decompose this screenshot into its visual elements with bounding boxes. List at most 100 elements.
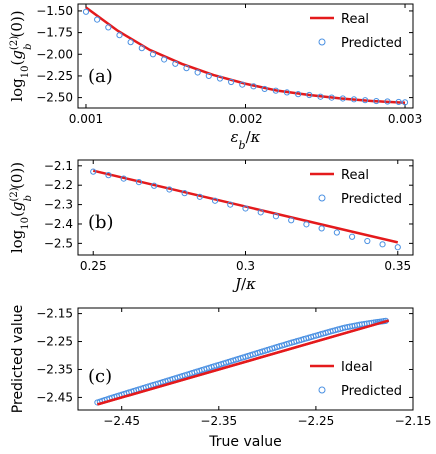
data-point: [239, 81, 246, 88]
data-point: [337, 325, 344, 332]
data-point: [161, 56, 168, 63]
data-point: [333, 229, 340, 236]
data-point: [339, 95, 346, 102]
x-axis-label: J/κ: [232, 275, 256, 293]
y-tick-label: −1.50: [36, 4, 73, 18]
legend-label: Ideal: [341, 360, 373, 375]
data-point: [373, 97, 380, 105]
data-point: [205, 72, 212, 80]
legend-marker-swatch: [318, 194, 326, 202]
y-tick-label: −2.25: [36, 335, 73, 349]
data-point: [364, 237, 371, 245]
data-point: [166, 186, 173, 193]
panel-b: 0.25 0.3 0.35 −2.1 −2.2 −2.3 −2.4 −2.5 (b) Real Pr…: [8, 159, 414, 293]
data-point: [82, 8, 90, 15]
axes-frame: [77, 307, 414, 411]
panel-c: −2.45 −2.35 −2.25 −2.15 −2.15 −2.25 −2.35 −2.45…: [10, 305, 431, 450]
legend-label: Predicted: [341, 384, 402, 399]
series-line-real: [92, 169, 399, 244]
legend-label: Predicted: [341, 192, 402, 207]
data-point: [384, 98, 391, 105]
legend: Ideal Predicted: [310, 360, 402, 399]
data-point: [228, 78, 235, 86]
data-point: [283, 89, 291, 96]
data-point: [196, 193, 203, 200]
data-point: [394, 244, 401, 251]
y-tick-label: −2.00: [36, 47, 73, 61]
data-point: [288, 217, 295, 224]
data-point: [172, 60, 179, 67]
data-point: [351, 322, 358, 329]
y-axis-label: log10(g(2) b(0)): [8, 162, 34, 253]
data-point: [149, 51, 157, 58]
x-tick-label: −2.25: [298, 414, 335, 428]
y-tick-label: −2.45: [36, 390, 73, 404]
data-point: [250, 83, 257, 90]
series-line-ideal: [97, 319, 390, 406]
y-tick-label: −2.15: [36, 307, 73, 321]
panel-tag: (b): [88, 212, 114, 233]
legend-marker-swatch: [318, 38, 326, 46]
data-point: [105, 24, 112, 31]
x-tick-label: 0.003: [388, 112, 422, 126]
legend-marker-swatch: [318, 386, 326, 394]
data-point: [116, 32, 123, 39]
y-tick-label: −2.5: [44, 236, 73, 250]
x-tick-label: −2.15: [395, 414, 432, 428]
data-point: [90, 168, 97, 175]
data-point: [317, 93, 324, 100]
x-tick-label: −2.45: [103, 414, 140, 428]
y-axis-label: Predicted value: [10, 305, 26, 413]
data-point: [395, 98, 402, 106]
data-point: [328, 94, 335, 101]
data-point: [183, 65, 190, 72]
data-point: [216, 75, 224, 82]
data-point: [348, 233, 356, 240]
data-point: [135, 179, 143, 186]
panel-tag: (c): [88, 366, 112, 387]
panel-tag: (a): [88, 66, 113, 87]
legend-label: Real: [341, 168, 369, 183]
data-point: [227, 201, 234, 208]
legend: Real Predicted: [310, 168, 402, 207]
legend-label: Predicted: [341, 36, 402, 51]
data-point: [261, 85, 268, 93]
data-point: [120, 175, 127, 182]
data-point: [242, 205, 249, 212]
data-point: [401, 99, 409, 106]
x-tick-label: −2.35: [200, 414, 237, 428]
data-point: [194, 69, 201, 76]
data-point: [151, 182, 158, 189]
data-point: [105, 172, 112, 179]
data-point: [362, 97, 369, 104]
data-point: [272, 87, 279, 94]
data-point: [138, 45, 145, 52]
legend: Real Predicted: [310, 12, 402, 51]
data-point: [318, 225, 325, 232]
data-point: [303, 221, 310, 228]
y-tick-label: −2.25: [36, 69, 73, 83]
panel-a: 0.001 0.002 0.003 −1.50 −1.75 −2.00 −2.25 −2.50…: [8, 3, 422, 152]
y-tick-label: −2.35: [36, 362, 73, 376]
data-point: [272, 213, 280, 220]
x-tick-label: 0.001: [69, 112, 103, 126]
data-point: [211, 197, 219, 204]
x-tick-label: 0.25: [80, 259, 107, 273]
y-tick-label: −2.1: [44, 159, 73, 173]
data-point: [127, 39, 134, 46]
y-tick-label: −2.4: [44, 217, 73, 231]
data-point: [306, 91, 313, 99]
data-point: [94, 16, 101, 23]
y-tick-label: −2.50: [36, 91, 73, 105]
data-point: [379, 241, 386, 248]
data-point: [257, 209, 264, 216]
data-point: [181, 190, 188, 197]
x-axis-label: True value: [208, 434, 281, 450]
x-axis-label: εb/κ: [230, 128, 260, 152]
data-point: [350, 96, 358, 103]
y-axis-label: log10(g(2) b(0)): [8, 10, 34, 101]
x-tick-label: 0.002: [228, 112, 262, 126]
legend-label: Real: [341, 12, 369, 27]
data-point: [295, 91, 302, 98]
